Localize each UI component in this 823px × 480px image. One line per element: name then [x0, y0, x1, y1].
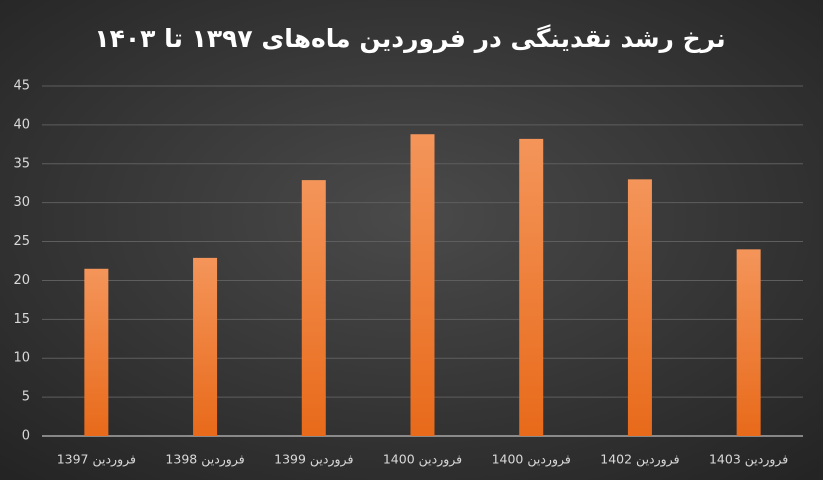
- y-tick-label: 0: [22, 429, 30, 444]
- y-tick-label: 15: [13, 312, 30, 327]
- x-tick-label: فروردین 1398: [165, 452, 244, 468]
- bar: [410, 134, 435, 436]
- bar: [301, 180, 326, 436]
- x-tick-label: فروردین 1400: [383, 452, 462, 468]
- y-tick-label: 20: [13, 273, 30, 288]
- bar: [519, 138, 544, 436]
- y-tick-label: 35: [13, 156, 30, 171]
- bar: [627, 179, 652, 437]
- y-tick-label: 5: [22, 390, 30, 405]
- x-tick-label: فروردین 1403: [709, 452, 788, 468]
- bar: [736, 249, 761, 436]
- y-tick-label: 30: [13, 195, 30, 210]
- x-tick-label: فروردین 1399: [274, 452, 353, 468]
- y-tick-label: 10: [13, 351, 30, 366]
- x-tick-label: فروردین 1400: [492, 452, 571, 468]
- chart-title: نرخ رشد نقدینگی در فروردین ماه‌های ۱۳۹۷ …: [94, 24, 725, 54]
- bar: [84, 268, 109, 436]
- y-tick-label: 45: [13, 79, 30, 94]
- y-tick-label: 25: [13, 234, 30, 249]
- x-tick-label: فروردین 1397: [57, 452, 136, 468]
- y-tick-label: 40: [13, 117, 30, 132]
- bar: [193, 257, 218, 436]
- x-tick-label: فروردین 1402: [600, 452, 679, 468]
